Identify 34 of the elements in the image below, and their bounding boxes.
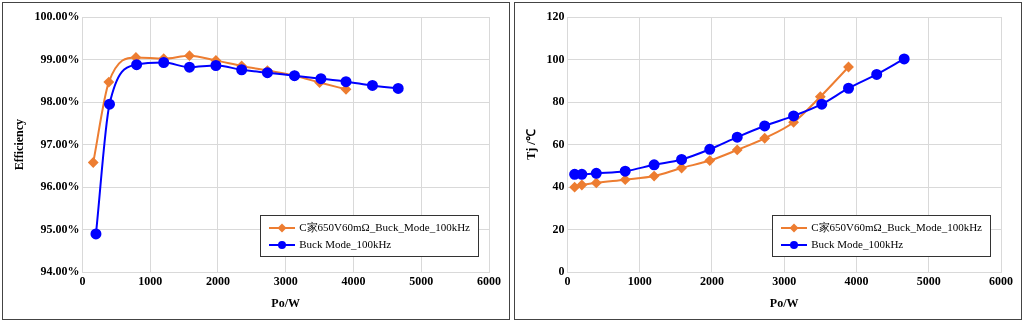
y-tick-label: 60 — [552, 136, 565, 151]
y-axis-title: Tj /℃ — [524, 129, 539, 160]
x-tick-label: 1000 — [627, 274, 652, 289]
x-tick-label: 4000 — [341, 274, 366, 289]
y-tick-label: 97.00% — [40, 136, 80, 151]
y-axis-title: Efficiency — [12, 118, 27, 171]
y-tick-label: 20 — [552, 221, 565, 236]
x-axis-title: Po/W — [769, 295, 799, 310]
x-tick-label: 3000 — [772, 274, 797, 289]
x-tick-label: 6000 — [477, 274, 501, 289]
y-tick-label: 98.00% — [40, 94, 80, 109]
x-tick-label: 2000 — [205, 274, 230, 289]
y-tick-label: 95.00% — [40, 221, 80, 236]
x-tick-label: 3000 — [273, 274, 298, 289]
x-tick-label: 5000 — [916, 274, 941, 289]
x-tick-label: 2000 — [699, 274, 724, 289]
legend-label: C家650V60mΩ_Buck_Mode_100kHz — [299, 220, 470, 235]
y-tick-label: 99.00% — [40, 51, 80, 66]
legend-label: Buck Mode_100kHz — [811, 237, 904, 252]
legend-label: C家650V60mΩ_Buck_Mode_100kHz — [811, 220, 982, 235]
y-tick-label: 96.00% — [40, 179, 80, 194]
y-tick-label: 100.00% — [34, 9, 80, 24]
y-tick-label: 40 — [552, 179, 565, 194]
x-tick-label: 5000 — [409, 274, 434, 289]
x-tick-label: 4000 — [844, 274, 869, 289]
y-tick-label: 80 — [552, 94, 565, 109]
x-axis-title: Po/W — [271, 295, 301, 310]
y-tick-label: 94.00% — [40, 264, 80, 279]
y-tick-label: 0 — [558, 264, 565, 279]
y-tick-label: 100 — [546, 51, 565, 66]
legend-label: Buck Mode_100kHz — [299, 237, 392, 252]
y-tick-label: 120 — [546, 9, 565, 24]
x-tick-label: 1000 — [138, 274, 163, 289]
x-tick-label: 6000 — [989, 274, 1013, 289]
